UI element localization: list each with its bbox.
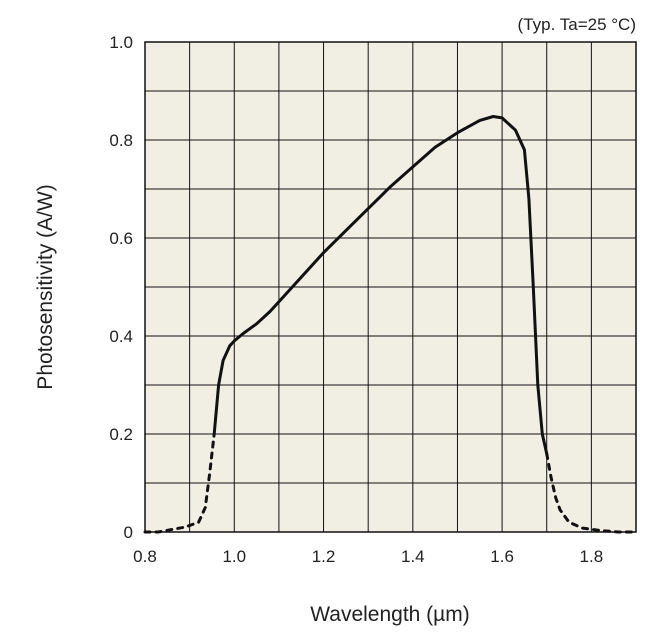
grid-lines <box>145 42 636 532</box>
x-axis-label: Wavelength (µm) <box>310 603 470 626</box>
x-tick-labels: 0.8 1.0 1.2 1.4 1.6 1.8 <box>133 547 603 566</box>
y-axis-label: Photosensitivity (A/W) <box>34 184 57 389</box>
y-tick-label: 1.0 <box>109 33 133 52</box>
x-tick-label: 1.6 <box>490 547 514 566</box>
chart-annotation: (Typ. Ta=25 °C) <box>518 15 636 34</box>
y-tick-label: 0.8 <box>109 131 133 150</box>
series-line-solid-1 <box>212 115 549 456</box>
x-tick-label: 1.8 <box>580 547 604 566</box>
y-tick-label: 0.6 <box>109 229 133 248</box>
series-line-dashed-2 <box>545 452 638 534</box>
x-tick-label: 1.4 <box>401 547 425 566</box>
x-tick-label: 1.2 <box>312 547 336 566</box>
y-tick-label: 0.2 <box>109 425 133 444</box>
x-tick-label: 1.0 <box>222 547 246 566</box>
y-tick-label: 0 <box>124 523 133 542</box>
plot-frame <box>144 41 637 533</box>
y-tick-label: 0.4 <box>109 327 133 346</box>
x-tick-label: 0.8 <box>133 547 157 566</box>
y-tick-labels: 0 0.2 0.4 0.6 0.8 1.0 <box>109 33 133 542</box>
